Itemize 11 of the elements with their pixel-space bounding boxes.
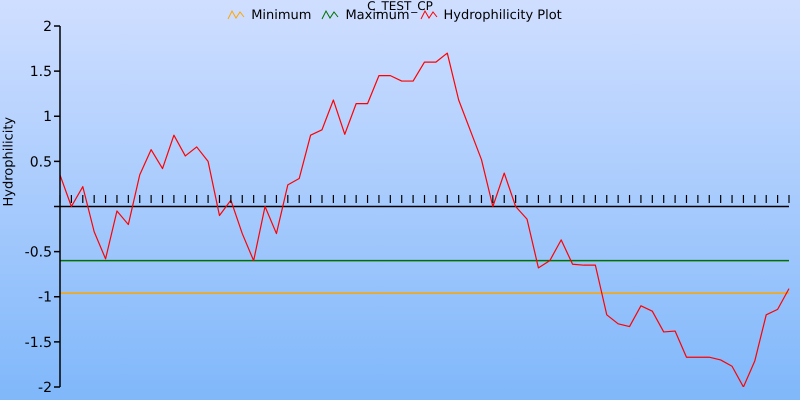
y-tick-label: -1.5 <box>24 334 52 351</box>
y-tick-label: 0.5 <box>30 154 52 170</box>
y-tick-label: -1 <box>38 290 52 306</box>
y-tick-label: 2 <box>43 18 52 35</box>
y-tick-label: 1 <box>43 109 52 126</box>
y-tick-label: -0.5 <box>24 244 52 261</box>
legend-label: Hydrophilicity Plot <box>444 8 562 23</box>
y-axis-title: Hydrophilicity <box>2 116 17 206</box>
y-tick-label: -2 <box>38 380 52 396</box>
y-tick-label: 1.5 <box>30 64 52 80</box>
legend-label: Minimum <box>250 8 312 23</box>
